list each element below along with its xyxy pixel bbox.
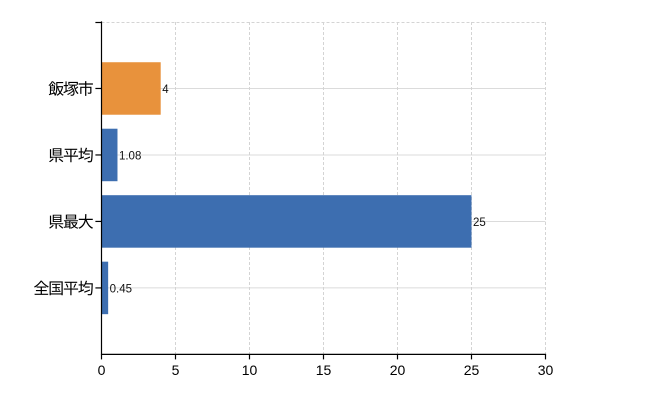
svg-text:20: 20 xyxy=(390,362,406,378)
svg-text:25: 25 xyxy=(464,362,480,378)
svg-text:0: 0 xyxy=(98,362,106,378)
svg-text:30: 30 xyxy=(538,362,554,378)
svg-text:10: 10 xyxy=(242,362,258,378)
svg-text:0.45: 0.45 xyxy=(110,283,132,295)
svg-text:15: 15 xyxy=(316,362,332,378)
svg-text:1.08: 1.08 xyxy=(119,150,141,162)
svg-text:5: 5 xyxy=(172,362,180,378)
svg-text:25: 25 xyxy=(473,217,486,229)
svg-text:4: 4 xyxy=(162,84,169,96)
